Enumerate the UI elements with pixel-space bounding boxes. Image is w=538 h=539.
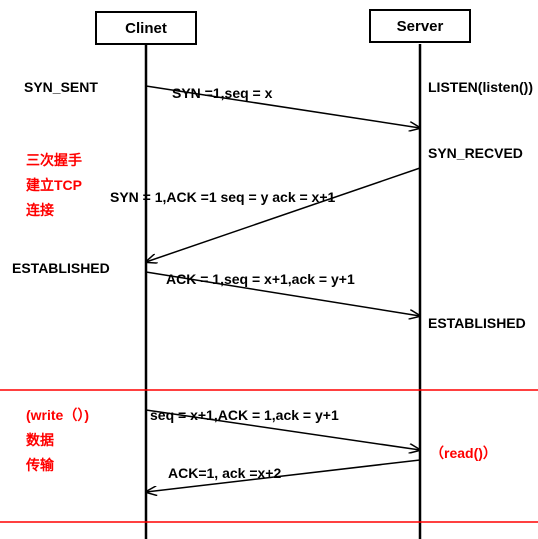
msg-label-5: ACK=1, ack =x+2: [168, 465, 281, 481]
state-syn-sent: SYN_SENT: [24, 79, 98, 95]
state-established-client: ESTABLISHED: [12, 260, 110, 276]
state-established-server: ESTABLISHED: [428, 315, 526, 331]
data-note-3: 传输: [25, 457, 55, 473]
data-note-2: 数据: [26, 432, 54, 448]
msg-label-1: SYN =1,seq = x: [172, 85, 273, 101]
data-note-read: （read()）: [430, 445, 497, 461]
handshake-note-1: 三次握手: [26, 152, 82, 168]
handshake-note-3: 连接: [26, 202, 54, 218]
handshake-note-2: 建立TCP: [26, 177, 82, 193]
msg-arrow-2: [146, 168, 420, 262]
data-note-write: (write（）): [26, 407, 89, 423]
server-box-label: Server: [397, 18, 444, 35]
state-listen: LISTEN(listen()): [428, 79, 533, 95]
msg-label-3: ACK = 1,seq = x+1,ack = y+1: [166, 271, 355, 287]
msg-label-4: seq = x+1,ACK = 1,ack = y+1: [150, 407, 339, 423]
state-syn-recved: SYN_RECVED: [428, 145, 523, 161]
client-box-label: Clinet: [125, 20, 167, 37]
msg-label-2: SYN = 1,ACK =1 seq = y ack = x+1: [110, 189, 336, 205]
